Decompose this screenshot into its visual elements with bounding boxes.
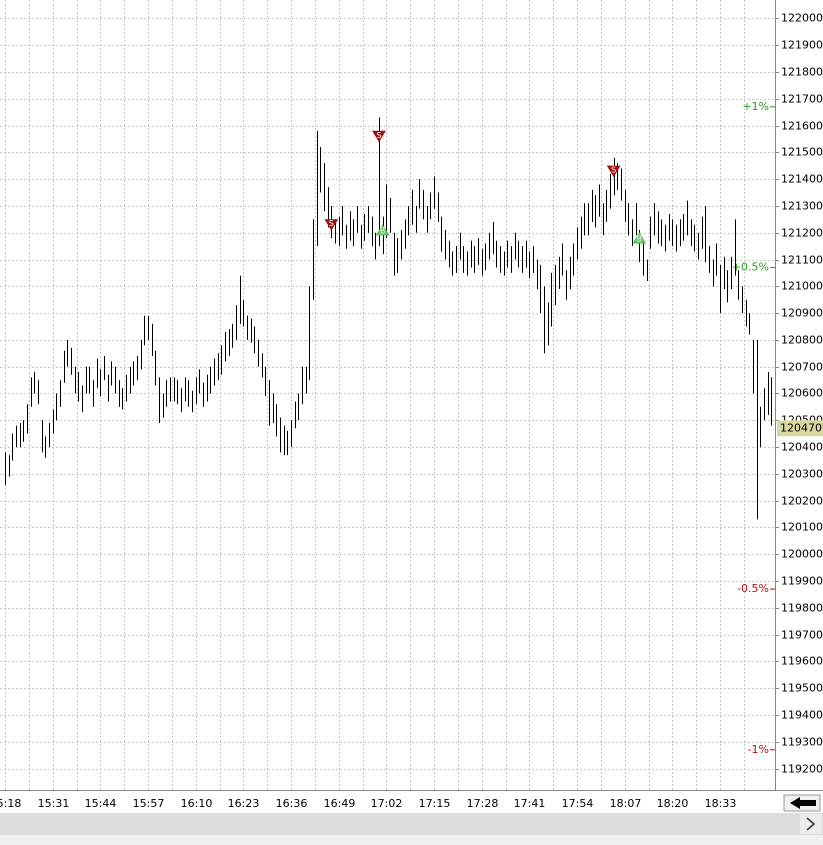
y-tick-label: 120800 bbox=[781, 334, 823, 347]
signal-marker bbox=[375, 224, 390, 236]
y-tick-label: 119600 bbox=[781, 655, 823, 668]
scrollbar[interactable] bbox=[0, 813, 823, 835]
y-tick-label: 119400 bbox=[781, 709, 823, 722]
x-tick-label: 17:28 bbox=[467, 797, 499, 810]
x-tick-label: 17:15 bbox=[419, 797, 451, 810]
status-strip bbox=[0, 835, 823, 845]
ref-level-label: +1% bbox=[742, 100, 769, 113]
y-tick-label: 120200 bbox=[781, 495, 823, 508]
y-tick-label: 121400 bbox=[781, 173, 823, 186]
ref-level-label: +0.5% bbox=[732, 261, 769, 274]
x-tick-label: 18:07 bbox=[610, 797, 642, 810]
signal-marker bbox=[606, 165, 621, 178]
x-tick-label: 15:31 bbox=[38, 797, 70, 810]
last-price-box bbox=[777, 420, 823, 437]
y-tick-label: 121000 bbox=[781, 280, 823, 293]
x-tick-label: 15:57 bbox=[133, 797, 165, 810]
x-tick-label: 17:02 bbox=[371, 797, 403, 810]
x-tick-label: 16:36 bbox=[276, 797, 308, 810]
arrow-left-icon bbox=[790, 797, 816, 809]
x-tick-label: 17:41 bbox=[514, 797, 546, 810]
signal-label: B bbox=[380, 227, 386, 236]
signal-label: S bbox=[611, 166, 616, 175]
y-tick-label: 119200 bbox=[781, 763, 823, 776]
y-tick-label: 119300 bbox=[781, 736, 823, 749]
x-tick-label: 16:10 bbox=[181, 797, 213, 810]
y-tick-label: 121700 bbox=[781, 93, 823, 106]
y-tick-label: 121100 bbox=[781, 254, 823, 267]
ref-level-label: -0.5% bbox=[737, 582, 769, 595]
y-tick-label: 119700 bbox=[781, 629, 823, 642]
y-tick-label: 120400 bbox=[781, 441, 823, 454]
grid bbox=[0, 0, 775, 790]
y-tick-label: 120600 bbox=[781, 387, 823, 400]
time-axis bbox=[0, 790, 823, 813]
ref-level-label: -1% bbox=[748, 743, 769, 756]
y-tick-label: 120300 bbox=[781, 468, 823, 481]
x-tick-label: 15:18 bbox=[0, 797, 21, 810]
y-tick-label: 120100 bbox=[781, 521, 823, 534]
x-tick-label: 18:33 bbox=[705, 797, 737, 810]
y-tick-label: 121900 bbox=[781, 39, 823, 52]
x-tick-label: 15:44 bbox=[85, 797, 117, 810]
y-tick-label: 119800 bbox=[781, 602, 823, 615]
y-tick-label: 120700 bbox=[781, 361, 823, 374]
x-tick-label: 16:49 bbox=[324, 797, 356, 810]
last-price-label: 120470 bbox=[780, 421, 822, 434]
y-tick-label: 121600 bbox=[781, 120, 823, 133]
signal-marker bbox=[632, 232, 647, 244]
x-tick-label: 18:20 bbox=[657, 797, 689, 810]
y-tick-label: 121800 bbox=[781, 66, 823, 79]
y-tick-label: 121500 bbox=[781, 146, 823, 159]
chevron-right-icon bbox=[806, 817, 816, 831]
y-tick-label: 120900 bbox=[781, 307, 823, 320]
y-tick-label: 120000 bbox=[781, 548, 823, 561]
signal-label: S bbox=[376, 131, 381, 140]
y-tick-label: 122000 bbox=[781, 12, 823, 25]
y-tick-label: 119900 bbox=[781, 575, 823, 588]
signal-label: B bbox=[637, 235, 643, 244]
axes: 122000 121900 121800 121700 121600 121500 1214… bbox=[0, 12, 823, 810]
x-tick-label: 16:23 bbox=[228, 797, 260, 810]
y-tick-label: 121200 bbox=[781, 227, 823, 240]
signal-marker bbox=[324, 219, 339, 231]
scroll-right-button[interactable] bbox=[800, 814, 822, 834]
signal-marker bbox=[372, 130, 386, 143]
y-tick-label: 121300 bbox=[781, 200, 823, 213]
y-tick-label: 119500 bbox=[781, 682, 823, 695]
x-tick-label: 17:54 bbox=[562, 797, 594, 810]
signal-label: S bbox=[329, 219, 334, 228]
plot: +1% +0.5% -0.5% -1% S S B S B bbox=[5, 100, 776, 756]
